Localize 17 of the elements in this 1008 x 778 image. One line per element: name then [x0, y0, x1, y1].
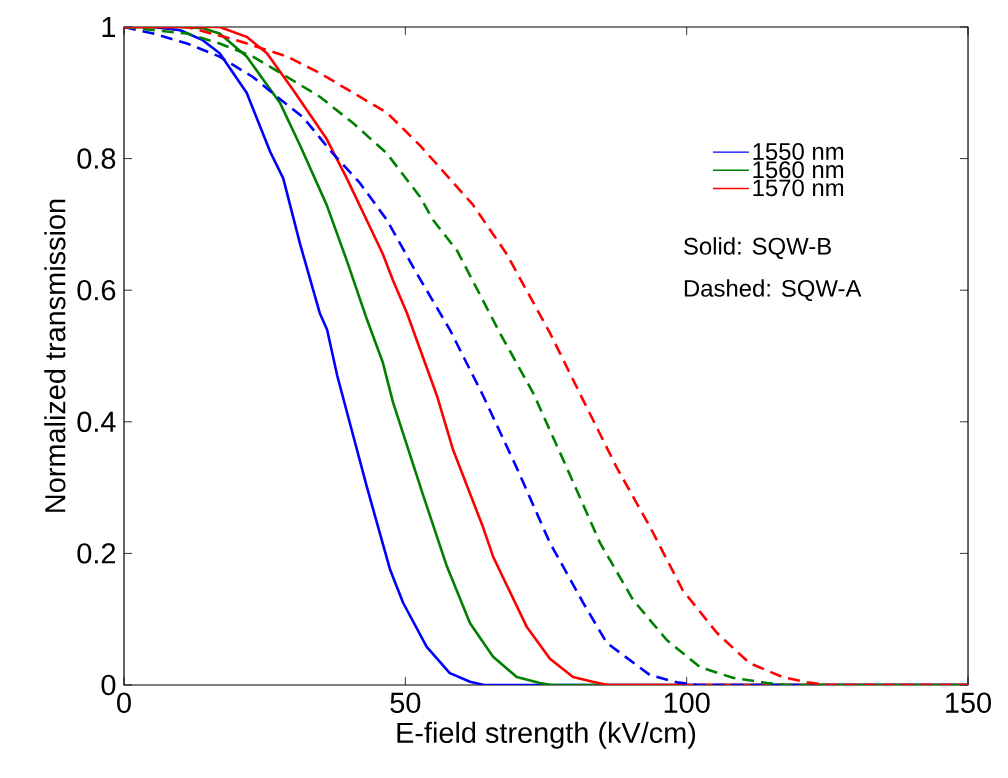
- x-tick-label: 100: [664, 692, 710, 713]
- y-tick-label: 0.6: [77, 279, 116, 301]
- y-tick-label: 0: [101, 674, 116, 696]
- x-tick-label: 0: [117, 692, 131, 713]
- legend-label: 1550 nm: [753, 143, 844, 160]
- x-tick-label: 50: [390, 692, 421, 713]
- x-axis-title: E-field strength (kV/cm): [397, 721, 696, 749]
- legend-label: 1570 nm: [753, 179, 844, 197]
- y-tick-label: 0.2: [77, 543, 116, 564]
- legend-label: 1560 nm: [753, 161, 844, 179]
- y-tick-label: 0.4: [77, 411, 116, 433]
- annotation: Dashed: SQW-A: [684, 279, 862, 302]
- x-tick-label: 150: [946, 692, 991, 713]
- annotation: Solid: SQW-B: [684, 237, 831, 259]
- y-axis-title: Normalized transmission: [44, 199, 66, 512]
- y-tick-label: 1: [102, 17, 116, 37]
- y-tick-label: 0.8: [77, 148, 116, 169]
